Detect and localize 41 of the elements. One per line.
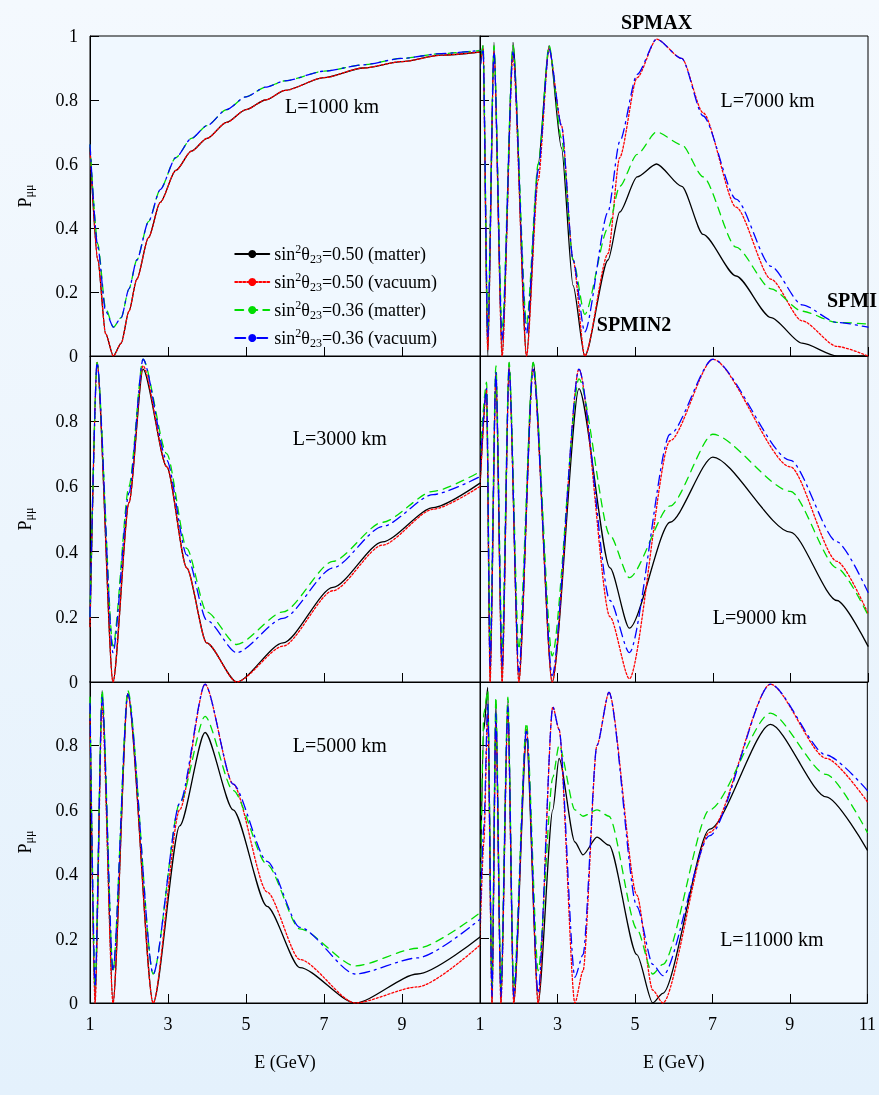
x-tick-label: 1: [475, 1014, 485, 1034]
x-tick-label: 3: [552, 1014, 562, 1034]
y-tick-label: 0: [69, 672, 78, 692]
annotation: L=1000 km: [285, 95, 380, 118]
y-tick-label: 0.6: [55, 154, 78, 174]
x-tick-label: 9: [785, 1014, 795, 1034]
y-tick-label: 0.2: [55, 928, 78, 949]
y-tick-label: 0.6: [55, 799, 78, 820]
x-tick-label: 11: [858, 1014, 877, 1034]
y-tick-label: 0.8: [55, 90, 78, 110]
x-tick-label: 3: [163, 1014, 173, 1034]
x-tick-label: 7: [707, 1014, 717, 1034]
annotation: L=11000 km: [720, 927, 824, 950]
x-tick-label: 1: [85, 1014, 95, 1034]
y-tick-label: 0.2: [55, 282, 78, 302]
annotation: SPMIN2: [596, 313, 672, 335]
x-tick-label: 5: [630, 1014, 640, 1034]
y-tick-label: 0: [69, 346, 78, 366]
x-axis-title: E (GeV): [254, 1052, 316, 1073]
y-tick-label: 0.6: [55, 476, 78, 497]
y-tick-label: 0.4: [55, 218, 78, 238]
x-tick-label: 7: [319, 1014, 329, 1034]
y-axis-title: Pμμ: [14, 507, 36, 531]
annotation: L=5000 km: [292, 734, 388, 757]
y-tick-label: 1: [69, 26, 78, 46]
annotation: SPMAX: [620, 11, 693, 33]
y-tick-label: 0.8: [55, 411, 78, 432]
y-tick-label: 0.8: [55, 735, 78, 756]
x-tick-label: 9: [397, 1014, 407, 1034]
y-tick-label: 0.2: [55, 606, 78, 627]
annotation: SPMI: [827, 289, 878, 311]
y-tick-label: 0.4: [55, 541, 78, 562]
y-tick-label: 0: [69, 993, 78, 1013]
annotation: L=9000 km: [712, 605, 808, 628]
x-tick-label: 5: [241, 1014, 251, 1034]
x-axis-title: E (GeV): [642, 1052, 705, 1073]
annotation: L=3000 km: [292, 426, 388, 449]
annotation: L=7000 km: [720, 89, 816, 111]
y-tick-label: 0.4: [55, 864, 78, 885]
y-axis-title: Pμμ: [14, 184, 36, 208]
y-axis-title: Pμμ: [14, 830, 36, 854]
